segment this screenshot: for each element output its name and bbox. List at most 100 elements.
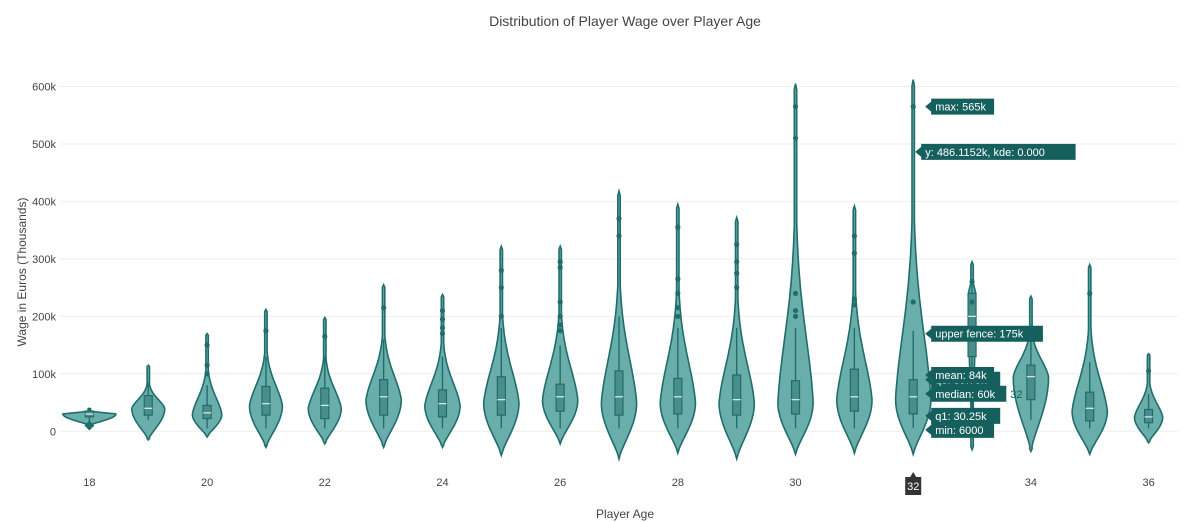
iqr-box [496, 376, 506, 416]
y-tick-label: 600k [32, 81, 56, 93]
violin-age-25[interactable] [482, 243, 520, 458]
outlier-point [675, 313, 681, 319]
x-spike-label: 32 [905, 472, 922, 495]
violin-shape[interactable] [1071, 262, 1109, 457]
hover-label-text: y: 486.1152k, kde: 0.000 [925, 147, 1045, 159]
outlier-point [969, 299, 975, 305]
x-tick-label: 24 [436, 477, 448, 489]
outlier-point [381, 305, 387, 311]
outlier-point [792, 290, 799, 296]
outlier-point [675, 305, 681, 311]
outlier-point [204, 362, 210, 368]
outlier-point [851, 296, 857, 302]
violins[interactable] [61, 79, 1164, 463]
violin-age-24[interactable] [423, 292, 461, 450]
outlier-point [734, 241, 740, 248]
outlier-point [439, 307, 446, 314]
outlier-point [439, 316, 446, 322]
iqr-box [143, 395, 153, 416]
violin-age-21[interactable] [248, 307, 284, 450]
hover-label-text: mean: 84k [935, 370, 987, 382]
violin-age-18[interactable] [61, 407, 117, 427]
violin-age-31[interactable] [835, 203, 873, 456]
y-axis-title: Wage in Euros (Thousands) [15, 198, 29, 347]
x-tick-label: 34 [1025, 477, 1037, 489]
x-tick-label: 18 [83, 477, 95, 489]
outlier-point [557, 259, 563, 265]
x-tick-label: 36 [1142, 477, 1154, 489]
hover-label-median: median: 60k [925, 385, 1007, 402]
outlier-point [851, 233, 857, 239]
outlier-point [616, 233, 622, 239]
outlier-point [557, 328, 563, 334]
outlier-point [851, 302, 857, 308]
iqr-box [320, 387, 330, 420]
hover-label-box [925, 367, 995, 383]
violin-age-22[interactable] [307, 315, 342, 446]
violin-age-34[interactable] [1012, 294, 1050, 454]
outlier-point [1145, 368, 1152, 374]
y-axis-ticks: 0 100k 200k 300k 400k 500k 600k [32, 81, 56, 438]
outlier-point [792, 307, 799, 314]
violin-age-26[interactable] [541, 243, 579, 447]
hover-label-box [925, 98, 995, 115]
violin-age-20[interactable] [191, 332, 223, 439]
violin-shape[interactable] [541, 243, 579, 447]
spike-label-text: 32 [907, 481, 919, 493]
y-tick-label: 0 [50, 426, 56, 438]
violin-age-28[interactable] [659, 201, 697, 456]
outlier-point [734, 285, 740, 291]
iqr-box [732, 374, 742, 416]
outlier-point [204, 371, 210, 377]
violin-age-35[interactable] [1071, 262, 1109, 457]
outlier-point [204, 342, 210, 348]
hover-label-mean: mean: 84k [925, 367, 995, 383]
outlier-point [557, 299, 563, 305]
hover-label-text: min: 6000 [935, 425, 983, 437]
outlier-point [851, 250, 857, 256]
violin-shape[interactable] [894, 79, 932, 458]
violin-age-30[interactable] [777, 83, 814, 457]
violin-age-29[interactable] [718, 214, 756, 462]
iqr-box [790, 380, 801, 415]
outlier-point [792, 135, 799, 141]
hover-label-kde: y: 486.1152k, kde: 0.000 [915, 143, 1076, 160]
outlier-point [675, 224, 681, 230]
y-tick-label: 500k [32, 139, 56, 151]
outlier-point [675, 276, 681, 282]
iqr-box [261, 385, 271, 416]
median-side-label: 32 [1010, 389, 1022, 401]
hover-label-max: max: 565k [925, 98, 995, 115]
outlier-point [263, 328, 269, 334]
x-tick-label: 26 [554, 477, 566, 489]
y-tick-label: 100k [32, 369, 56, 381]
violin-age-36[interactable] [1133, 352, 1164, 445]
x-tick-label: 20 [201, 477, 213, 489]
violin-age-19[interactable] [130, 364, 166, 442]
iqr-box [614, 370, 624, 416]
violin-age-23[interactable] [365, 282, 403, 450]
hover-label-text: median: 60k [935, 389, 995, 401]
outlier-point [792, 313, 799, 319]
iqr-box [1085, 391, 1095, 422]
outlier-point [498, 313, 504, 319]
outlier-point [734, 270, 740, 276]
violin-age-27[interactable] [600, 188, 638, 463]
outlier-point [557, 264, 563, 271]
outlier-point [439, 330, 446, 337]
x-tick-label: 30 [789, 477, 801, 489]
violin-age-32[interactable] [894, 79, 932, 458]
outlier-point [322, 333, 328, 340]
hover-label-box [925, 325, 1043, 342]
outlier-point [675, 290, 681, 296]
hover-label-upper_fence: upper fence: 175k [925, 325, 1043, 342]
iqr-box [967, 292, 977, 358]
hover-label-min: min: 6000 [925, 421, 995, 438]
y-tick-label: 400k [32, 196, 56, 208]
outlier-point [969, 279, 975, 285]
iqr-box [202, 404, 212, 420]
violin-shape[interactable] [777, 83, 814, 457]
outlier-point [734, 259, 740, 265]
hover-label-box [925, 385, 1007, 402]
outlier-point [557, 313, 563, 319]
